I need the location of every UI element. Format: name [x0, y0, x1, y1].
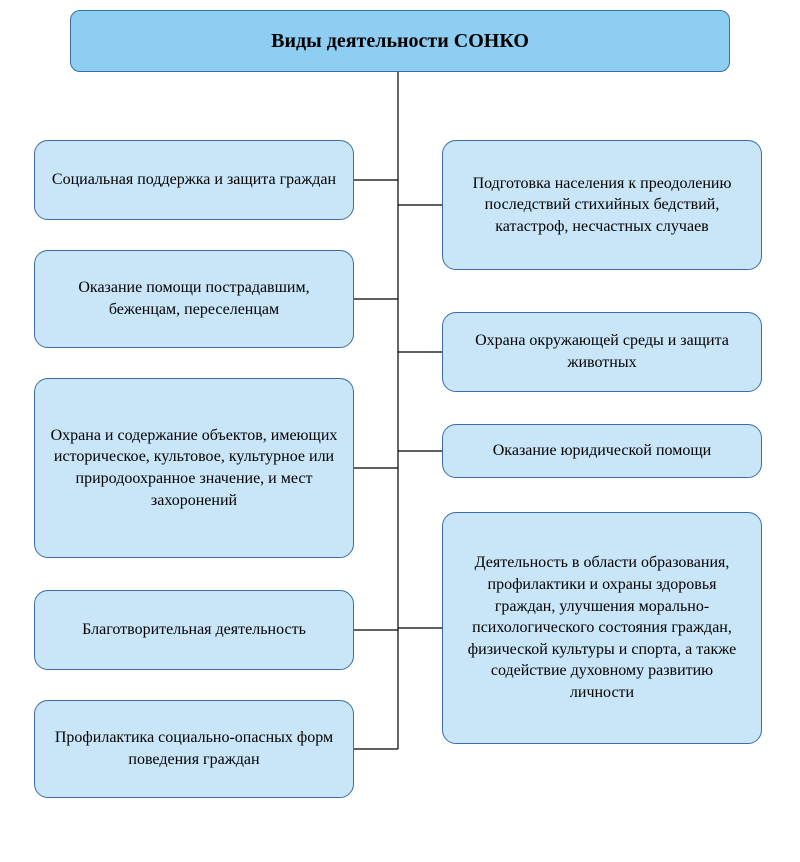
- node-l1: Социальная поддержка и защита граждан: [34, 140, 354, 220]
- node-l2: Оказание помощи пострадавшим, беженцам, …: [34, 250, 354, 348]
- node-r4: Деятельность в области образования, проф…: [442, 512, 762, 744]
- node-l3: Охрана и содержание объектов, имеющих ис…: [34, 378, 354, 558]
- diagram-title: Виды деятельности СОНКО: [70, 10, 730, 72]
- node-r3: Оказание юридической помощи: [442, 424, 762, 478]
- node-r1: Подготовка населения к преодолению после…: [442, 140, 762, 270]
- node-l5: Профилактика социально-опасных форм пове…: [34, 700, 354, 798]
- node-l4: Благотворительная деятельность: [34, 590, 354, 670]
- node-r2: Охрана окружающей среды и защита животны…: [442, 312, 762, 392]
